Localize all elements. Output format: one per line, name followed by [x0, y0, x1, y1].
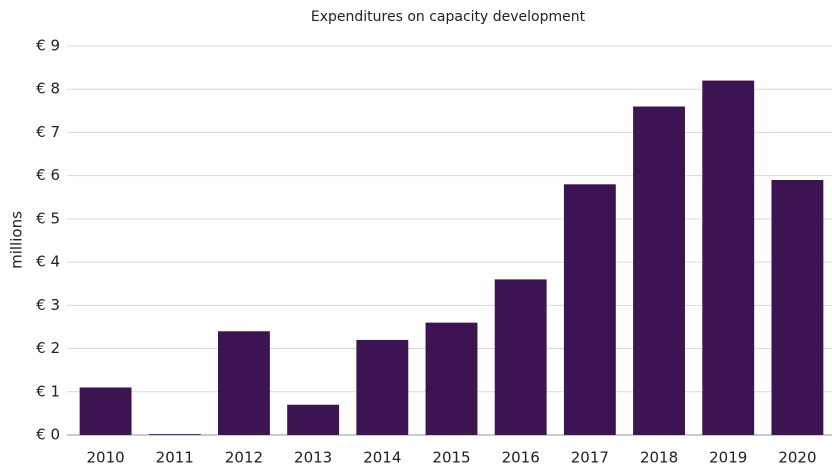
x-tick-label: 2015: [432, 449, 470, 467]
bar: [218, 331, 270, 435]
bar: [148, 434, 201, 435]
x-tick-label: 2011: [156, 449, 194, 467]
y-tick-label: € 6: [36, 166, 60, 184]
chart-title: Expenditures on capacity development: [311, 9, 586, 25]
x-tick-label: 2017: [571, 449, 609, 467]
x-tick-label: 2013: [294, 449, 332, 467]
y-tick-label: € 5: [36, 209, 60, 227]
y-tick-label: € 2: [36, 339, 60, 357]
x-tick-label: 2020: [778, 449, 816, 467]
bar: [287, 404, 340, 435]
bar: [771, 179, 824, 435]
y-tick-label: € 8: [36, 80, 60, 98]
x-tick-label: 2010: [86, 449, 124, 467]
bar: [563, 184, 616, 435]
y-tick-label: € 4: [36, 253, 60, 271]
bar: [425, 322, 478, 435]
x-tick-label: 2012: [225, 449, 263, 467]
x-tick-label: 2019: [709, 449, 747, 467]
bar: [494, 279, 547, 435]
y-tick-label: € 0: [36, 426, 60, 444]
bar: [702, 80, 755, 436]
y-tick-label: € 7: [36, 123, 60, 141]
x-tick-label: 2016: [502, 449, 540, 467]
y-tick-label: € 1: [36, 382, 60, 400]
y-tick-label: € 9: [36, 37, 60, 55]
bar: [633, 106, 685, 435]
y-axis-label: millions: [8, 211, 26, 269]
x-tick-label: 2014: [363, 449, 401, 467]
bar: [79, 387, 132, 435]
bar: [356, 339, 409, 435]
x-tick-label: 2018: [640, 449, 678, 467]
y-tick-label: € 3: [36, 296, 60, 314]
